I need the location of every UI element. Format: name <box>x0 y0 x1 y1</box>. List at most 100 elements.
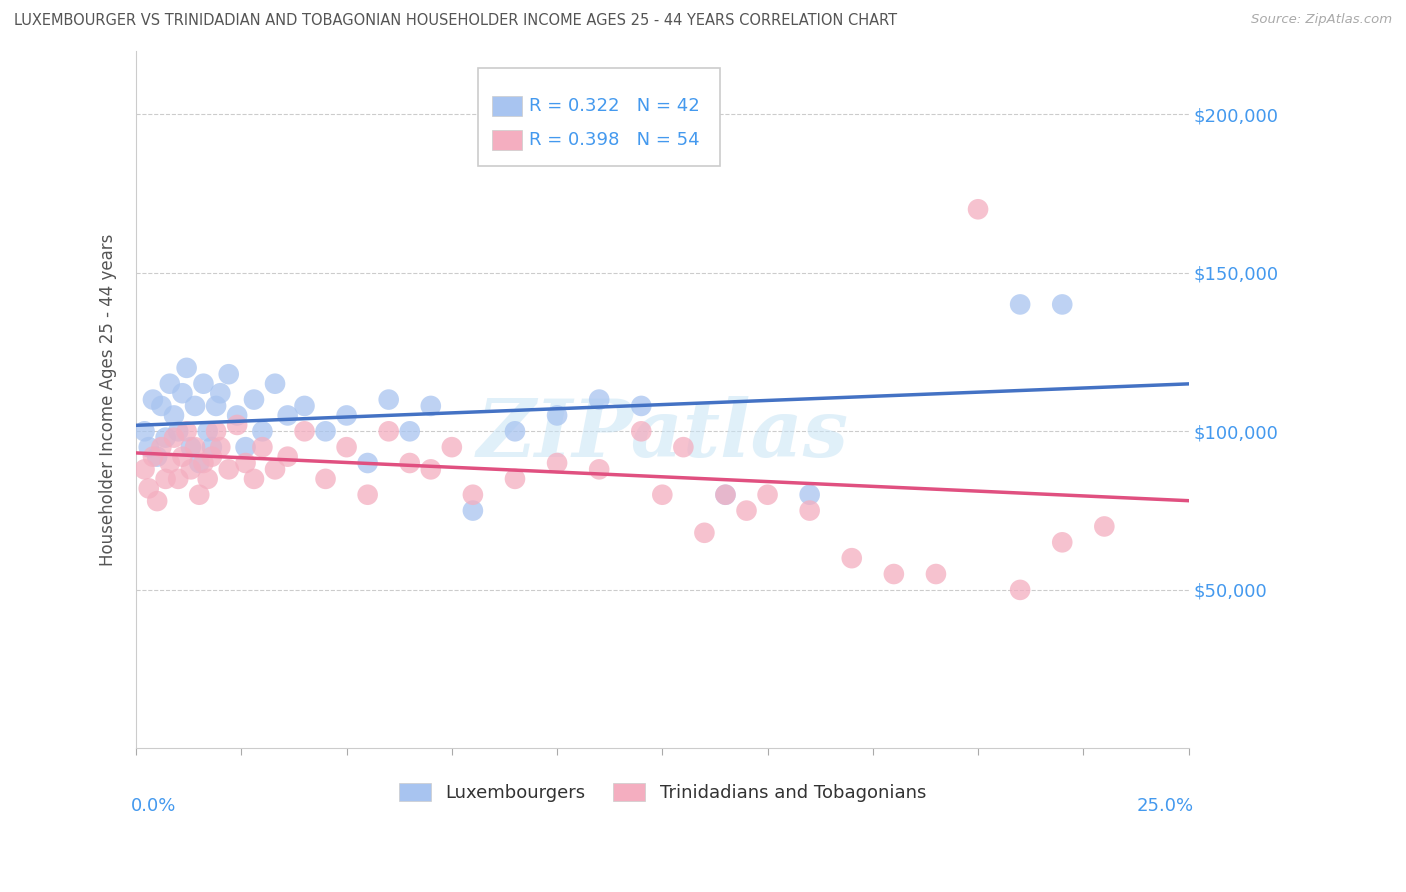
Point <box>1092 519 1115 533</box>
Point <box>155 431 177 445</box>
Point <box>218 462 240 476</box>
Point <box>461 488 484 502</box>
Point <box>398 425 420 439</box>
Point <box>277 450 299 464</box>
Point <box>672 440 695 454</box>
Point <box>315 472 337 486</box>
Point <box>138 440 160 454</box>
Text: R = 0.322   N = 42: R = 0.322 N = 42 <box>529 97 699 115</box>
Point <box>1010 582 1032 597</box>
Point <box>226 417 249 432</box>
Point <box>693 525 716 540</box>
Point <box>180 462 202 476</box>
Point <box>176 425 198 439</box>
Point <box>294 399 316 413</box>
Point <box>967 202 990 217</box>
Point <box>226 409 249 423</box>
Point <box>546 409 568 423</box>
Point <box>209 440 232 454</box>
Point <box>146 494 169 508</box>
Point <box>336 409 359 423</box>
Point <box>146 450 169 464</box>
Point <box>588 392 610 407</box>
Point <box>193 376 215 391</box>
Point <box>235 440 257 454</box>
Point <box>356 456 378 470</box>
Point <box>167 425 190 439</box>
Point <box>155 472 177 486</box>
Point <box>184 399 207 413</box>
Point <box>218 368 240 382</box>
Point <box>419 462 441 476</box>
Point <box>150 440 173 454</box>
Point <box>714 488 737 502</box>
Point <box>243 472 266 486</box>
Point <box>315 425 337 439</box>
Point <box>264 376 287 391</box>
Point <box>294 425 316 439</box>
Point <box>630 425 652 439</box>
Point <box>159 456 181 470</box>
Point <box>925 567 948 582</box>
Text: LUXEMBOURGER VS TRINIDADIAN AND TOBAGONIAN HOUSEHOLDER INCOME AGES 25 - 44 YEARS: LUXEMBOURGER VS TRINIDADIAN AND TOBAGONI… <box>14 13 897 29</box>
Point <box>142 392 165 407</box>
Point <box>841 551 863 566</box>
Point <box>419 399 441 413</box>
Point <box>336 440 359 454</box>
Point <box>134 462 156 476</box>
Point <box>377 425 399 439</box>
Point <box>503 472 526 486</box>
Point <box>503 425 526 439</box>
Point <box>197 472 219 486</box>
Point <box>201 450 224 464</box>
Point <box>588 462 610 476</box>
Text: 0.0%: 0.0% <box>131 797 176 815</box>
Point <box>167 472 190 486</box>
Point <box>163 431 186 445</box>
Point <box>735 503 758 517</box>
Point <box>159 376 181 391</box>
Point <box>172 450 194 464</box>
Point <box>142 450 165 464</box>
Point <box>461 503 484 517</box>
Point <box>651 488 673 502</box>
Point <box>193 456 215 470</box>
Point <box>163 409 186 423</box>
Text: R = 0.398   N = 54: R = 0.398 N = 54 <box>529 130 699 149</box>
Point <box>264 462 287 476</box>
Point <box>235 456 257 470</box>
Point <box>197 425 219 439</box>
Point <box>756 488 779 502</box>
Point <box>209 386 232 401</box>
Y-axis label: Householder Income Ages 25 - 44 years: Householder Income Ages 25 - 44 years <box>100 234 117 566</box>
Text: Source: ZipAtlas.com: Source: ZipAtlas.com <box>1251 13 1392 27</box>
Legend: Luxembourgers, Trinidadians and Tobagonians: Luxembourgers, Trinidadians and Tobagoni… <box>391 775 934 809</box>
Point <box>356 488 378 502</box>
Point <box>883 567 905 582</box>
Text: ZIPatlas: ZIPatlas <box>477 396 848 474</box>
Point <box>588 123 610 137</box>
FancyBboxPatch shape <box>492 129 523 150</box>
Point <box>1052 297 1074 311</box>
Point <box>440 440 463 454</box>
Point <box>188 488 211 502</box>
Point <box>150 399 173 413</box>
FancyBboxPatch shape <box>478 68 720 166</box>
Point <box>546 456 568 470</box>
Point <box>799 488 821 502</box>
Point <box>377 392 399 407</box>
Point <box>714 488 737 502</box>
Point <box>172 386 194 401</box>
Point <box>252 440 274 454</box>
Point <box>205 425 228 439</box>
Point <box>799 503 821 517</box>
Point <box>201 440 224 454</box>
Point <box>134 425 156 439</box>
Point <box>252 425 274 439</box>
Point <box>398 456 420 470</box>
Point <box>1010 297 1032 311</box>
Point <box>188 456 211 470</box>
Point <box>205 399 228 413</box>
Point <box>184 440 207 454</box>
Point <box>630 399 652 413</box>
